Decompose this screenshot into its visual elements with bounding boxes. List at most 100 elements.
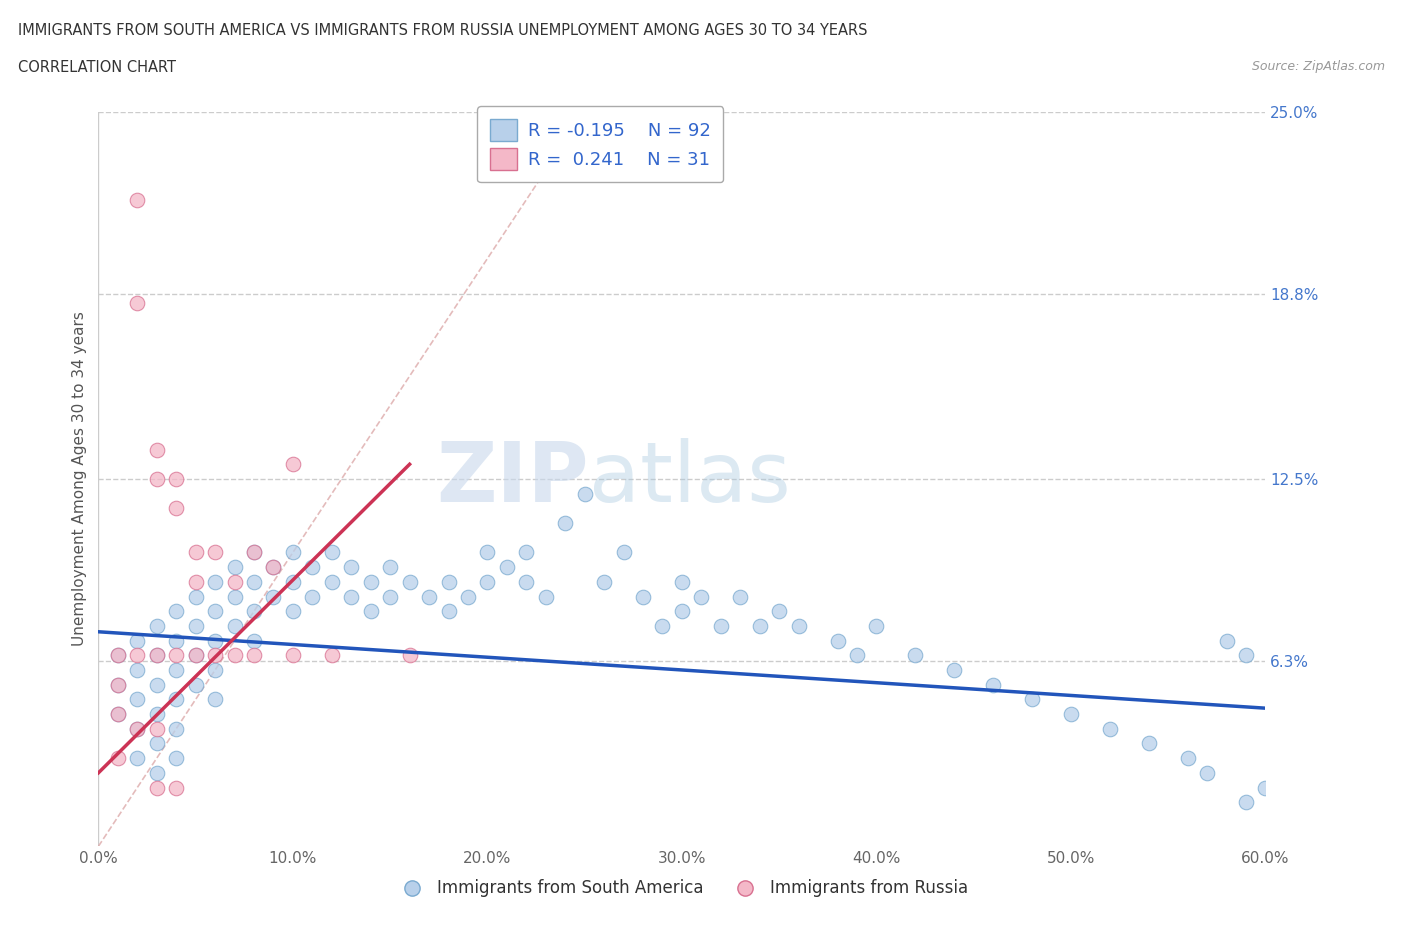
Point — [127, 662, 149, 677]
Point — [1098, 722, 1121, 737]
Point — [340, 589, 363, 604]
Point — [1177, 751, 1199, 765]
Point — [146, 722, 169, 737]
Point — [671, 575, 693, 590]
Point — [224, 575, 246, 590]
Y-axis label: Unemployment Among Ages 30 to 34 years: Unemployment Among Ages 30 to 34 years — [72, 312, 87, 646]
Point — [204, 545, 226, 560]
Point — [1234, 648, 1257, 663]
Point — [281, 604, 304, 618]
Point — [146, 442, 169, 457]
Point — [574, 486, 596, 501]
Point — [515, 575, 537, 590]
Point — [943, 662, 966, 677]
Point — [360, 604, 382, 618]
Point — [184, 618, 207, 633]
Point — [690, 589, 713, 604]
Point — [457, 589, 479, 604]
Point — [281, 457, 304, 472]
Point — [204, 604, 226, 618]
Point — [262, 589, 284, 604]
Point — [165, 633, 187, 648]
Text: Source: ZipAtlas.com: Source: ZipAtlas.com — [1251, 60, 1385, 73]
Point — [1060, 707, 1083, 722]
Point — [146, 765, 169, 780]
Point — [165, 780, 187, 795]
Point — [127, 633, 149, 648]
Point — [730, 589, 752, 604]
Point — [204, 633, 226, 648]
Text: atlas: atlas — [589, 438, 790, 520]
Point — [127, 295, 149, 310]
Point — [146, 648, 169, 663]
Point — [1137, 736, 1160, 751]
Point — [165, 501, 187, 516]
Point — [204, 648, 226, 663]
Point — [710, 618, 733, 633]
Point — [321, 575, 343, 590]
Point — [554, 515, 576, 530]
Point — [281, 648, 304, 663]
Point — [184, 545, 207, 560]
Point — [904, 648, 927, 663]
Point — [1215, 633, 1237, 648]
Point — [146, 648, 169, 663]
Point — [1195, 765, 1218, 780]
Point — [321, 545, 343, 560]
Point — [437, 575, 460, 590]
Point — [768, 604, 790, 618]
Point — [380, 589, 402, 604]
Point — [146, 472, 169, 486]
Point — [107, 648, 129, 663]
Point — [107, 707, 129, 722]
Point — [243, 545, 266, 560]
Point — [204, 692, 226, 707]
Point — [398, 575, 420, 590]
Legend: Immigrants from South America, Immigrants from Russia: Immigrants from South America, Immigrant… — [389, 872, 974, 904]
Point — [146, 677, 169, 692]
Point — [107, 707, 129, 722]
Point — [146, 780, 169, 795]
Point — [165, 722, 187, 737]
Point — [127, 751, 149, 765]
Point — [184, 589, 207, 604]
Point — [243, 604, 266, 618]
Point — [398, 648, 420, 663]
Text: ZIP: ZIP — [436, 438, 589, 520]
Point — [146, 707, 169, 722]
Point — [846, 648, 869, 663]
Point — [827, 633, 849, 648]
Point — [165, 604, 187, 618]
Point — [321, 648, 343, 663]
Point — [418, 589, 440, 604]
Point — [127, 193, 149, 207]
Point — [1254, 780, 1277, 795]
Point — [262, 560, 284, 575]
Point — [477, 575, 499, 590]
Point — [165, 751, 187, 765]
Point — [1234, 795, 1257, 810]
Point — [165, 662, 187, 677]
Point — [281, 575, 304, 590]
Point — [496, 560, 519, 575]
Point — [146, 618, 169, 633]
Point — [301, 589, 323, 604]
Point — [224, 560, 246, 575]
Point — [515, 545, 537, 560]
Point — [107, 751, 129, 765]
Point — [127, 648, 149, 663]
Point — [127, 692, 149, 707]
Point — [165, 472, 187, 486]
Point — [651, 618, 673, 633]
Point — [184, 677, 207, 692]
Point — [184, 648, 207, 663]
Point — [437, 604, 460, 618]
Point — [631, 589, 654, 604]
Point — [787, 618, 810, 633]
Point — [165, 692, 187, 707]
Text: IMMIGRANTS FROM SOUTH AMERICA VS IMMIGRANTS FROM RUSSIA UNEMPLOYMENT AMONG AGES : IMMIGRANTS FROM SOUTH AMERICA VS IMMIGRA… — [18, 23, 868, 38]
Point — [146, 736, 169, 751]
Point — [262, 560, 284, 575]
Point — [127, 722, 149, 737]
Point — [301, 560, 323, 575]
